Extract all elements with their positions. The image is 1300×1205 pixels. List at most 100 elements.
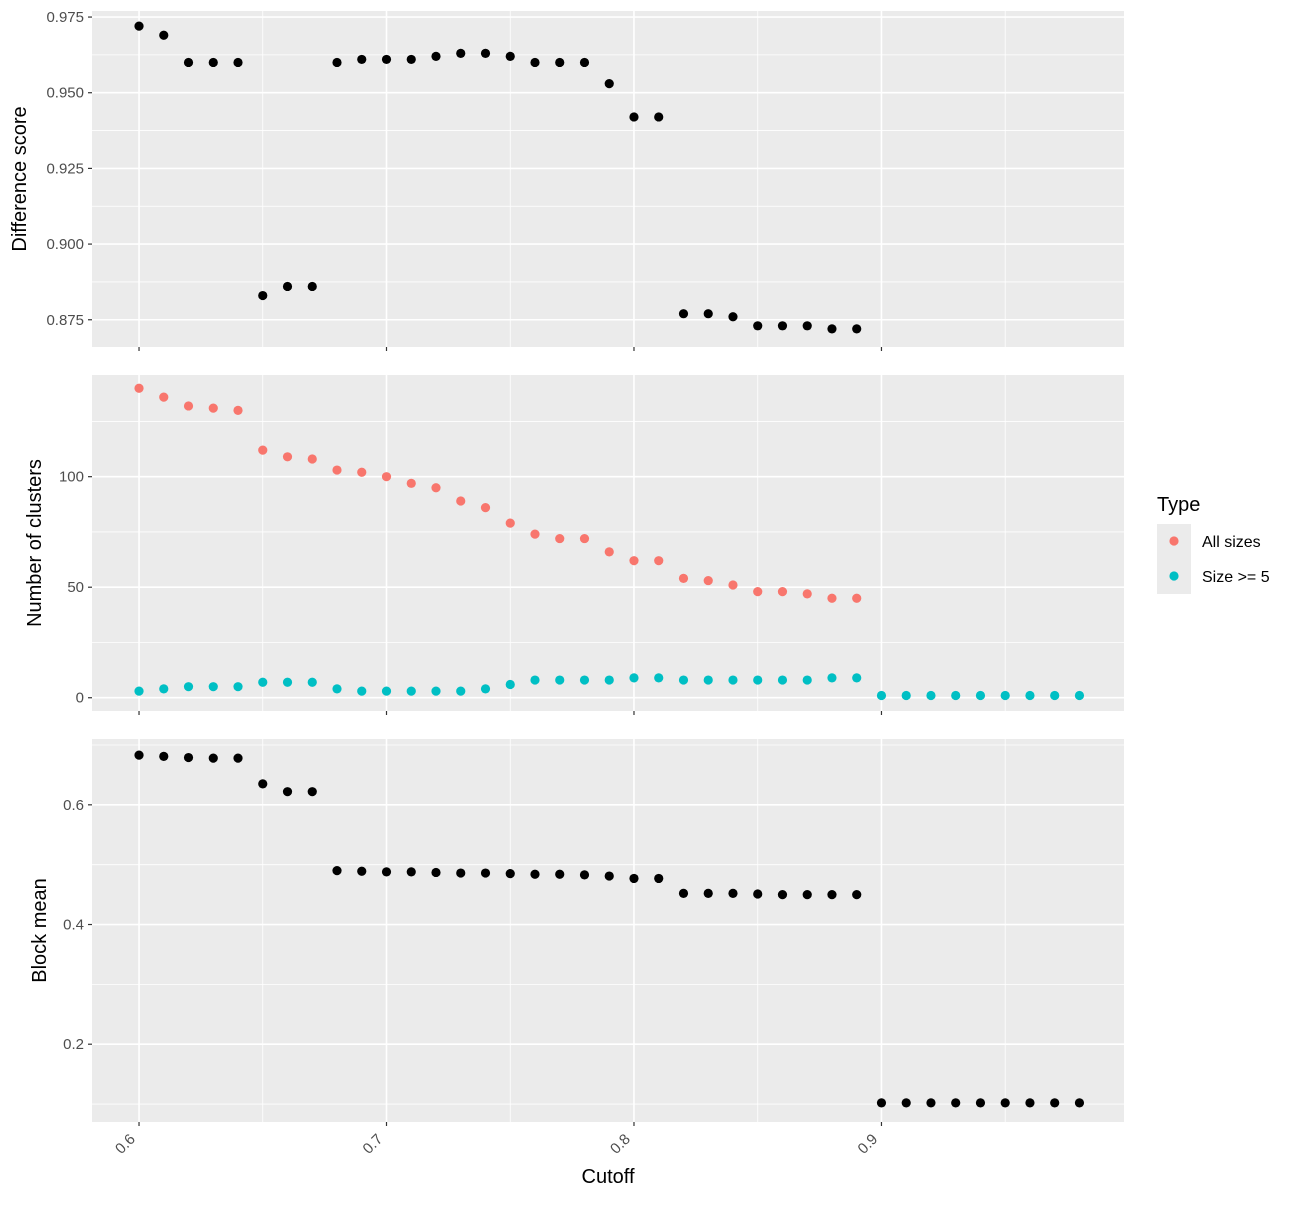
data-point bbox=[703, 575, 713, 586]
data-point bbox=[282, 787, 293, 797]
data-point bbox=[208, 753, 218, 763]
data-point bbox=[1050, 1098, 1060, 1108]
data-point bbox=[654, 873, 664, 884]
data-point bbox=[208, 57, 218, 68]
series-difference-score bbox=[134, 21, 862, 334]
data-point bbox=[802, 589, 812, 599]
data-point bbox=[852, 889, 862, 900]
data-point bbox=[604, 79, 614, 89]
data-point bbox=[307, 281, 317, 292]
data-point bbox=[876, 1098, 887, 1108]
data-point bbox=[802, 889, 812, 900]
data-point bbox=[852, 593, 862, 603]
y-tick-label: 0.4 bbox=[63, 917, 84, 934]
data-point bbox=[332, 684, 342, 694]
data-point bbox=[258, 677, 268, 687]
data-point bbox=[901, 690, 911, 701]
data-point bbox=[456, 48, 466, 58]
data-point bbox=[703, 309, 713, 319]
data-point bbox=[159, 30, 169, 40]
data-point bbox=[802, 321, 812, 331]
data-point bbox=[307, 787, 317, 797]
data-point bbox=[1050, 690, 1060, 701]
data-point bbox=[332, 465, 342, 475]
legend-label-all-sizes: All sizes bbox=[1202, 534, 1261, 551]
x-axis: 0.6 0.7 0.8 0.9 bbox=[112, 1131, 881, 1158]
data-point bbox=[208, 682, 218, 692]
legend-key-size-ge-5 bbox=[1169, 571, 1179, 581]
data-point bbox=[282, 281, 293, 292]
legend-key-background bbox=[1157, 524, 1191, 594]
data-point bbox=[629, 112, 639, 122]
data-point bbox=[703, 888, 713, 898]
data-point bbox=[233, 57, 243, 68]
data-point bbox=[332, 57, 342, 68]
y-tick-label: 0 bbox=[76, 690, 84, 707]
data-point bbox=[505, 869, 515, 879]
data-point bbox=[951, 690, 961, 701]
data-point bbox=[579, 533, 590, 544]
y-tick-label: 0.950 bbox=[46, 85, 84, 102]
series-all-sizes bbox=[134, 383, 862, 603]
data-point bbox=[629, 873, 639, 884]
data-point bbox=[678, 888, 689, 898]
data-point bbox=[579, 57, 590, 68]
series-size-5 bbox=[134, 673, 1085, 701]
data-point bbox=[233, 405, 243, 415]
panels: 0.875 0.900 0.925 0.950 0.975 Difference scor… bbox=[9, 9, 1124, 1126]
data-point bbox=[579, 675, 590, 685]
data-point bbox=[827, 673, 837, 683]
data-point bbox=[357, 467, 367, 477]
data-point bbox=[629, 556, 639, 566]
series-block-mean bbox=[134, 750, 1085, 1108]
data-point bbox=[926, 1098, 936, 1108]
y-tick-label: 0.925 bbox=[46, 160, 84, 177]
data-point bbox=[258, 290, 268, 301]
data-point bbox=[629, 673, 639, 683]
data-point bbox=[480, 503, 491, 513]
data-point bbox=[827, 593, 837, 603]
data-point bbox=[183, 752, 194, 763]
panel-background bbox=[92, 739, 1124, 1122]
data-point bbox=[703, 675, 713, 685]
data-point bbox=[183, 401, 194, 411]
data-point bbox=[1000, 1098, 1010, 1108]
data-point bbox=[357, 686, 367, 696]
y-tick-label: 0.2 bbox=[63, 1036, 84, 1053]
data-point bbox=[777, 587, 788, 597]
data-point bbox=[555, 57, 565, 68]
x-axis-title: Cutoff bbox=[582, 1166, 635, 1188]
y-axis-title-difference-score: Difference score bbox=[9, 106, 31, 251]
data-point bbox=[555, 533, 565, 544]
data-point bbox=[134, 383, 144, 393]
legend-title: Type bbox=[1157, 494, 1200, 516]
x-tick-label: 0.6 bbox=[112, 1131, 139, 1158]
data-point bbox=[505, 518, 515, 528]
panel-number-of-clusters: 0 50 100 Number of clusters bbox=[24, 375, 1124, 715]
y-axis-title-number-of-clusters: Number of clusters bbox=[24, 459, 46, 627]
data-point bbox=[480, 684, 491, 694]
data-point bbox=[183, 57, 194, 68]
data-point bbox=[233, 682, 243, 692]
y-tick-label: 0.900 bbox=[46, 236, 84, 253]
y-tick-label: 50 bbox=[67, 579, 84, 596]
data-point bbox=[678, 573, 689, 583]
data-point bbox=[530, 57, 540, 68]
data-point bbox=[753, 675, 763, 685]
data-point bbox=[654, 112, 664, 122]
data-point bbox=[406, 686, 416, 696]
data-point bbox=[183, 682, 194, 692]
x-tick-label: 0.9 bbox=[855, 1131, 882, 1158]
data-point bbox=[431, 686, 441, 696]
data-point bbox=[926, 690, 936, 701]
data-point bbox=[282, 452, 293, 462]
data-point bbox=[134, 21, 144, 31]
data-point bbox=[852, 324, 862, 334]
data-point bbox=[1025, 690, 1035, 701]
data-point bbox=[678, 309, 689, 319]
x-tick-label: 0.7 bbox=[360, 1131, 387, 1158]
data-point bbox=[480, 48, 491, 58]
y-tick-label: 0.975 bbox=[46, 9, 84, 26]
data-point bbox=[431, 483, 441, 493]
